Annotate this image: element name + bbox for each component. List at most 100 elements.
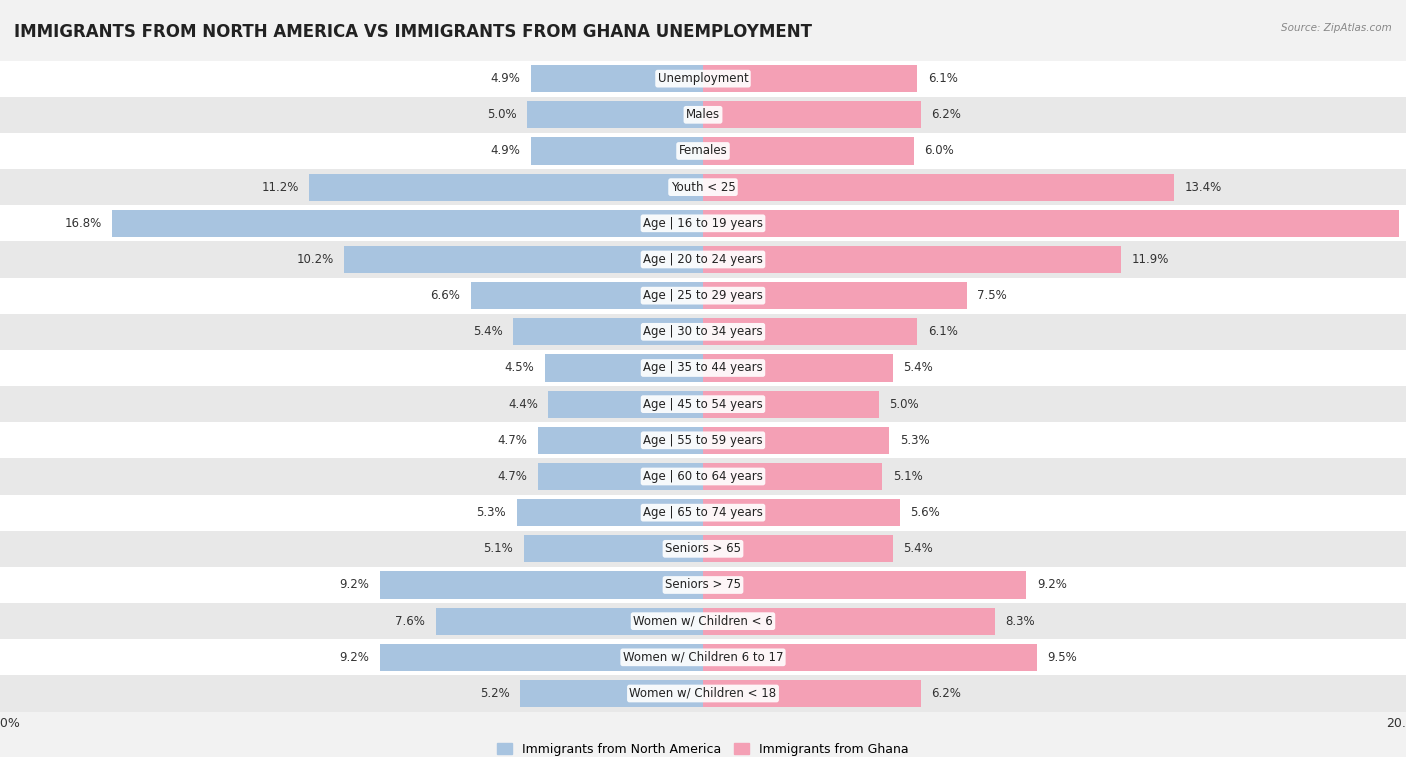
- Text: 4.7%: 4.7%: [498, 434, 527, 447]
- Bar: [703, 65, 917, 92]
- Bar: [703, 101, 921, 129]
- Text: 13.4%: 13.4%: [1185, 181, 1222, 194]
- Bar: [0, 313, 1406, 350]
- Text: 11.2%: 11.2%: [262, 181, 299, 194]
- Text: 5.3%: 5.3%: [900, 434, 929, 447]
- Bar: [703, 318, 917, 345]
- Bar: [380, 572, 703, 599]
- Text: 8.3%: 8.3%: [1005, 615, 1035, 628]
- Bar: [436, 608, 703, 634]
- Text: IMMIGRANTS FROM NORTH AMERICA VS IMMIGRANTS FROM GHANA UNEMPLOYMENT: IMMIGRANTS FROM NORTH AMERICA VS IMMIGRA…: [14, 23, 813, 41]
- Text: 16.8%: 16.8%: [65, 217, 101, 230]
- Bar: [112, 210, 703, 237]
- Text: 5.2%: 5.2%: [479, 687, 510, 700]
- Bar: [0, 61, 1406, 97]
- Bar: [0, 205, 1406, 241]
- Bar: [0, 350, 1406, 386]
- Text: 5.6%: 5.6%: [911, 506, 941, 519]
- Text: 5.3%: 5.3%: [477, 506, 506, 519]
- Bar: [0, 241, 1406, 278]
- Text: 11.9%: 11.9%: [1132, 253, 1170, 266]
- Text: Age | 60 to 64 years: Age | 60 to 64 years: [643, 470, 763, 483]
- Bar: [703, 138, 914, 164]
- Text: Women w/ Children < 18: Women w/ Children < 18: [630, 687, 776, 700]
- Text: 9.2%: 9.2%: [339, 651, 368, 664]
- Bar: [703, 499, 900, 526]
- Bar: [531, 138, 703, 164]
- Text: Seniors > 75: Seniors > 75: [665, 578, 741, 591]
- Text: Unemployment: Unemployment: [658, 72, 748, 85]
- Text: 10.2%: 10.2%: [297, 253, 335, 266]
- Text: Women w/ Children < 6: Women w/ Children < 6: [633, 615, 773, 628]
- Bar: [537, 427, 703, 454]
- Text: Age | 35 to 44 years: Age | 35 to 44 years: [643, 362, 763, 375]
- Bar: [703, 572, 1026, 599]
- Bar: [527, 101, 703, 129]
- Text: 9.2%: 9.2%: [339, 578, 368, 591]
- Text: 4.9%: 4.9%: [491, 145, 520, 157]
- Bar: [703, 173, 1174, 201]
- Text: Youth < 25: Youth < 25: [671, 181, 735, 194]
- Text: 5.0%: 5.0%: [486, 108, 517, 121]
- Bar: [513, 318, 703, 345]
- Text: 6.1%: 6.1%: [928, 326, 957, 338]
- Text: 4.4%: 4.4%: [508, 397, 537, 410]
- Text: 7.6%: 7.6%: [395, 615, 426, 628]
- Bar: [0, 567, 1406, 603]
- Bar: [309, 173, 703, 201]
- Text: 5.1%: 5.1%: [484, 542, 513, 556]
- Text: Source: ZipAtlas.com: Source: ZipAtlas.com: [1281, 23, 1392, 33]
- Bar: [531, 65, 703, 92]
- Text: 6.2%: 6.2%: [932, 108, 962, 121]
- Text: Males: Males: [686, 108, 720, 121]
- Bar: [0, 531, 1406, 567]
- Text: 5.4%: 5.4%: [904, 542, 934, 556]
- Bar: [537, 463, 703, 490]
- Bar: [517, 499, 703, 526]
- Text: 4.5%: 4.5%: [505, 362, 534, 375]
- Bar: [0, 278, 1406, 313]
- Text: 5.4%: 5.4%: [472, 326, 503, 338]
- Text: 5.0%: 5.0%: [889, 397, 920, 410]
- Bar: [520, 680, 703, 707]
- Text: Seniors > 65: Seniors > 65: [665, 542, 741, 556]
- Bar: [703, 535, 893, 562]
- Text: 5.1%: 5.1%: [893, 470, 922, 483]
- Bar: [703, 608, 995, 634]
- Bar: [703, 354, 893, 382]
- Bar: [546, 354, 703, 382]
- Text: Age | 20 to 24 years: Age | 20 to 24 years: [643, 253, 763, 266]
- Bar: [548, 391, 703, 418]
- Text: 6.2%: 6.2%: [932, 687, 962, 700]
- Text: 9.5%: 9.5%: [1047, 651, 1077, 664]
- Bar: [0, 97, 1406, 133]
- Text: Women w/ Children 6 to 17: Women w/ Children 6 to 17: [623, 651, 783, 664]
- Text: 7.5%: 7.5%: [977, 289, 1007, 302]
- Text: 6.1%: 6.1%: [928, 72, 957, 85]
- Text: Age | 65 to 74 years: Age | 65 to 74 years: [643, 506, 763, 519]
- Bar: [0, 603, 1406, 639]
- Bar: [0, 639, 1406, 675]
- Text: 6.6%: 6.6%: [430, 289, 461, 302]
- Bar: [703, 391, 879, 418]
- Text: 9.2%: 9.2%: [1038, 578, 1067, 591]
- Bar: [703, 463, 883, 490]
- Bar: [0, 459, 1406, 494]
- Bar: [0, 133, 1406, 169]
- Bar: [380, 643, 703, 671]
- Text: 4.7%: 4.7%: [498, 470, 527, 483]
- Bar: [0, 675, 1406, 712]
- Legend: Immigrants from North America, Immigrants from Ghana: Immigrants from North America, Immigrant…: [492, 737, 914, 757]
- Bar: [703, 210, 1399, 237]
- Text: 6.0%: 6.0%: [925, 145, 955, 157]
- Bar: [703, 643, 1038, 671]
- Bar: [703, 680, 921, 707]
- Bar: [524, 535, 703, 562]
- Bar: [703, 282, 967, 309]
- Text: Age | 30 to 34 years: Age | 30 to 34 years: [643, 326, 763, 338]
- Text: 4.9%: 4.9%: [491, 72, 520, 85]
- Bar: [471, 282, 703, 309]
- Bar: [344, 246, 703, 273]
- Bar: [703, 427, 889, 454]
- Text: Females: Females: [679, 145, 727, 157]
